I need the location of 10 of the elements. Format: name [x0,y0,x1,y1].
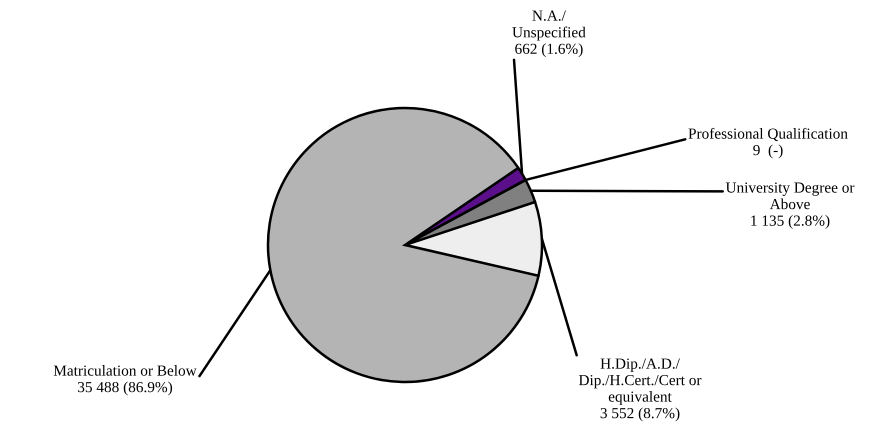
data-label: 35 488 (86.9%) [78,382,172,396]
slice-label: Professional Qualification [688,128,848,142]
slice-label: Matriculation or Below [54,365,197,376]
data-label: 9 (-) [753,144,783,158]
data-label: 3 552 (8.7%) [600,408,680,422]
slice-label: N.A./ Unspecified [512,10,586,41]
slice-label: University Degree or Above [726,182,854,210]
data-label: 1 135 (2.8%) [751,215,830,229]
data-label: 662 (1.6%) [515,43,583,58]
slice-label: H.Dip./A.D./ Dip./H.Cert./Cert or equivalent [578,358,702,405]
